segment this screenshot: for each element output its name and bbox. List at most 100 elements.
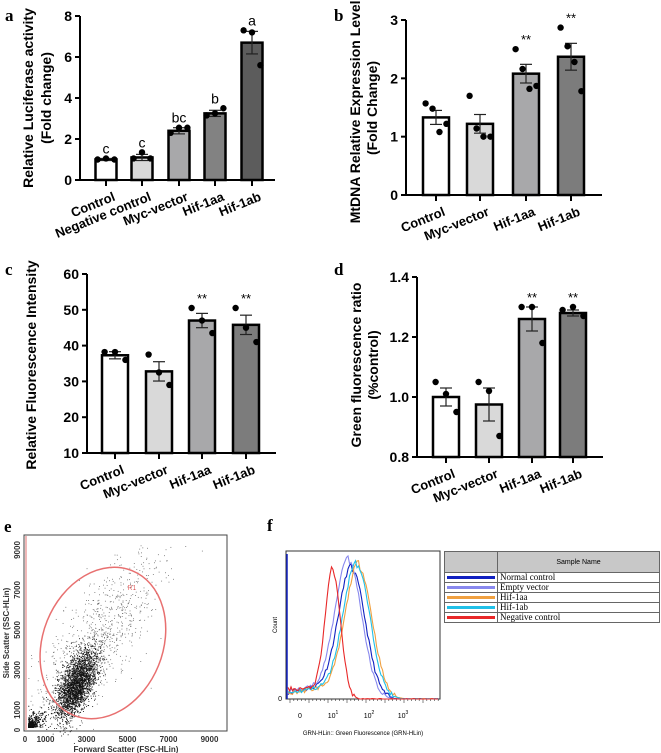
- scatter-point: [73, 686, 75, 688]
- scatter-point: [72, 693, 74, 695]
- scatter-point: [62, 706, 64, 708]
- scatter-point: [76, 670, 77, 671]
- scatter-point: [61, 690, 63, 692]
- scatter-point: [79, 673, 80, 675]
- scatter-point: [79, 682, 80, 684]
- scatter-point: [77, 681, 79, 683]
- scatter-point: [88, 661, 90, 663]
- y-axis-title: Count: [273, 617, 279, 633]
- scatter-point: [58, 680, 59, 682]
- scatter-point: [148, 563, 150, 565]
- scatter-point: [76, 657, 78, 659]
- scatter-point: [69, 705, 71, 707]
- scatter-point: [81, 654, 83, 656]
- scatter-point: [75, 704, 77, 706]
- scatter-point: [88, 658, 90, 660]
- scatter-point: [62, 675, 64, 677]
- scatter-point: [76, 680, 78, 682]
- scatter-point: [28, 719, 30, 721]
- scatter-point: [52, 685, 54, 687]
- scatter-point: [66, 653, 68, 655]
- scatter-point: [71, 686, 73, 688]
- scatter-point: [75, 678, 77, 680]
- scatter-point: [142, 565, 144, 567]
- scatter-point: [96, 648, 98, 650]
- scatter-point: [109, 644, 111, 646]
- scatter-point: [86, 684, 88, 686]
- scatter-point: [29, 720, 31, 722]
- scatter-point: [92, 656, 94, 658]
- scatter-point: [60, 688, 62, 690]
- scatter-point: [70, 676, 72, 678]
- scatter-point: [121, 604, 123, 606]
- scatter-point: [93, 692, 95, 694]
- scatter-point: [77, 690, 79, 692]
- scatter-point: [65, 687, 67, 689]
- scatter-point: [114, 615, 116, 617]
- scatter-point: [71, 688, 72, 690]
- scatter-point: [62, 697, 64, 699]
- scatter-point: [90, 679, 92, 680]
- scatter-point: [64, 655, 66, 656]
- scatter-point: [87, 693, 89, 694]
- scatter-point: [133, 566, 135, 568]
- data-point: [580, 312, 587, 320]
- scatter-point: [92, 638, 94, 640]
- scatter-point: [89, 660, 91, 662]
- scatter-point: [31, 725, 33, 727]
- scatter-point: [67, 697, 69, 699]
- scatter-point: [73, 676, 75, 678]
- scatter-point: [72, 660, 74, 662]
- scatter-point: [82, 658, 84, 659]
- scatter-point: [67, 705, 69, 707]
- scatter-point: [59, 702, 61, 704]
- scatter-point: [36, 715, 38, 717]
- scatter-point: [72, 701, 74, 703]
- scatter-point: [88, 677, 90, 679]
- scatter-point: [57, 710, 59, 712]
- scatter-point: [65, 698, 67, 700]
- scatter-point: [56, 688, 58, 690]
- scatter-point: [60, 697, 61, 699]
- scatter-point: [68, 702, 70, 704]
- scatter-point: [120, 672, 122, 674]
- scatter-point: [64, 678, 66, 680]
- scatter-point: [72, 697, 73, 699]
- scatter-point: [87, 660, 88, 662]
- data-point: [518, 303, 525, 311]
- scatter-point: [36, 724, 38, 726]
- scatter-point: [146, 594, 148, 596]
- scatter-point: [63, 610, 64, 612]
- scatter-point: [67, 680, 69, 682]
- scatter-point: [67, 713, 69, 715]
- scatter-point: [28, 717, 30, 719]
- scatter-point: [38, 714, 40, 716]
- scatter-point: [80, 677, 82, 679]
- scatter-point: [79, 698, 81, 700]
- scatter-point: [65, 715, 67, 716]
- scatter-point: [87, 679, 89, 681]
- scatter-point: [73, 687, 75, 689]
- scatter-point: [90, 676, 92, 678]
- scatter-point: [80, 698, 82, 699]
- scatter-point: [62, 700, 64, 702]
- data-point: [436, 128, 443, 136]
- scatter-point: [51, 723, 53, 725]
- scatter-point: [104, 600, 106, 602]
- scatter-point: [77, 658, 79, 660]
- scatter-point: [34, 717, 36, 719]
- scatter-point: [71, 692, 73, 694]
- scatter-point: [122, 660, 124, 662]
- scatter-point: [44, 715, 46, 717]
- scatter-point: [69, 676, 71, 678]
- scatter-point: [97, 603, 99, 604]
- scatter-point: [69, 731, 71, 733]
- scatter-point: [161, 580, 163, 582]
- scatter-point: [77, 703, 79, 705]
- scatter-point: [78, 671, 80, 673]
- scatter-point: [71, 693, 73, 695]
- scatter-point: [82, 698, 84, 700]
- scatter-point: [72, 678, 74, 679]
- legend-swatch: [447, 596, 495, 599]
- scatter-point: [82, 693, 84, 695]
